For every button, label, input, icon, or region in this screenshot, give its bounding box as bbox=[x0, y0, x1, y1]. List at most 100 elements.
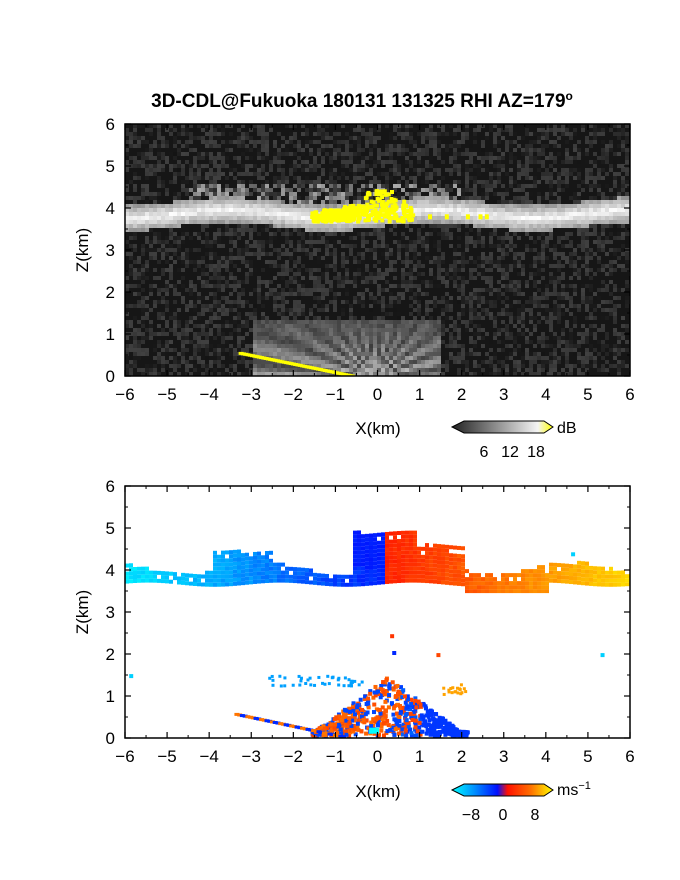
reflectivity-pixel bbox=[293, 228, 297, 232]
reflectivity-pixel bbox=[517, 348, 521, 352]
reflectivity-pixel bbox=[361, 240, 365, 244]
reflectivity-pixel bbox=[253, 244, 257, 248]
reflectivity-pixel bbox=[157, 332, 161, 336]
reflectivity-pixel bbox=[157, 356, 161, 360]
reflectivity-pixel bbox=[385, 268, 389, 272]
reflectivity-pixel bbox=[545, 296, 549, 300]
reflectivity-pixel bbox=[285, 224, 289, 228]
reflectivity-pixel bbox=[165, 216, 169, 220]
reflectivity-pixel bbox=[373, 332, 377, 336]
reflectivity-pixel bbox=[193, 192, 197, 196]
reflectivity-pixel bbox=[521, 360, 525, 364]
reflectivity-pixel bbox=[221, 196, 225, 200]
reflectivity-pixel bbox=[557, 176, 561, 180]
reflectivity-pixel bbox=[497, 180, 501, 184]
reflectivity-pixel bbox=[197, 300, 201, 304]
reflectivity-pixel bbox=[485, 308, 489, 312]
reflectivity-pixel bbox=[473, 200, 477, 204]
reflectivity-pixel bbox=[353, 220, 357, 224]
reflectivity-pixel bbox=[261, 352, 265, 356]
reflectivity-pixel bbox=[221, 244, 225, 248]
reflectivity-pixel bbox=[281, 268, 285, 272]
reflectivity-pixel bbox=[493, 184, 497, 188]
reflectivity-pixel bbox=[441, 200, 445, 204]
reflectivity-pixel bbox=[341, 252, 345, 256]
reflectivity-pixel bbox=[597, 352, 601, 356]
reflectivity-pixel bbox=[477, 240, 481, 244]
reflectivity-pixel bbox=[405, 372, 409, 376]
reflectivity-pixel bbox=[437, 240, 441, 244]
reflectivity-pixel bbox=[413, 192, 417, 196]
reflectivity-pixel bbox=[205, 236, 209, 240]
reflectivity-pixel bbox=[149, 264, 153, 268]
reflectivity-pixel bbox=[417, 208, 421, 212]
reflectivity-pixel bbox=[321, 160, 325, 164]
reflectivity-pixel bbox=[377, 272, 381, 276]
reflectivity-pixel bbox=[253, 224, 257, 228]
reflectivity-pixel bbox=[573, 172, 577, 176]
reflectivity-pixel bbox=[321, 244, 325, 248]
reflectivity-pixel bbox=[309, 252, 313, 256]
reflectivity-pixel bbox=[353, 368, 357, 372]
reflectivity-pixel bbox=[149, 272, 153, 276]
reflectivity-pixel bbox=[217, 360, 221, 364]
reflectivity-pixel bbox=[209, 144, 213, 148]
reflectivity-pixel bbox=[205, 276, 209, 280]
reflectivity-pixel bbox=[261, 316, 265, 320]
reflectivity-pixel bbox=[497, 268, 501, 272]
reflectivity-pixel bbox=[285, 292, 289, 296]
reflectivity-pixel bbox=[593, 164, 597, 168]
reflectivity-pixel bbox=[209, 212, 213, 216]
reflectivity-pixel bbox=[185, 220, 189, 224]
reflectivity-pixel bbox=[197, 312, 201, 316]
reflectivity-pixel bbox=[425, 340, 429, 344]
reflectivity-pixel bbox=[593, 212, 597, 216]
reflectivity-pixel bbox=[173, 324, 177, 328]
reflectivity-pixel bbox=[413, 144, 417, 148]
reflectivity-pixel bbox=[161, 140, 165, 144]
reflectivity-pixel bbox=[473, 224, 477, 228]
reflectivity-pixel bbox=[573, 316, 577, 320]
reflectivity-pixel bbox=[549, 164, 553, 168]
reflectivity-pixel bbox=[541, 176, 545, 180]
reflectivity-pixel bbox=[293, 164, 297, 168]
reflectivity-pixel bbox=[533, 220, 537, 224]
reflectivity-pixel bbox=[193, 136, 197, 140]
reflectivity-pixel bbox=[249, 252, 253, 256]
reflectivity-pixel bbox=[525, 284, 529, 288]
reflectivity-pixel bbox=[237, 180, 241, 184]
reflectivity-pixel bbox=[277, 204, 281, 208]
reflectivity-pixel bbox=[205, 284, 209, 288]
reflectivity-pixel bbox=[537, 292, 541, 296]
reflectivity-pixel bbox=[169, 212, 173, 216]
reflectivity-pixel bbox=[561, 204, 565, 208]
reflectivity-pixel bbox=[537, 196, 541, 200]
reflectivity-pixel bbox=[473, 204, 477, 208]
reflectivity-pixel bbox=[193, 348, 197, 352]
reflectivity-pixel bbox=[273, 356, 277, 360]
reflectivity-pixel bbox=[145, 332, 149, 336]
reflectivity-pixel bbox=[149, 288, 153, 292]
reflectivity-pixel bbox=[305, 168, 309, 172]
reflectivity-pixel bbox=[485, 168, 489, 172]
reflectivity-pixel bbox=[581, 152, 585, 156]
reflectivity-pixel bbox=[205, 252, 209, 256]
reflectivity-pixel bbox=[573, 212, 577, 216]
reflectivity-pixel bbox=[333, 344, 337, 348]
reflectivity-pixel bbox=[393, 128, 397, 132]
reflectivity-pixel bbox=[401, 132, 405, 136]
reflectivity-pixel bbox=[597, 240, 601, 244]
reflectivity-pixel bbox=[129, 196, 133, 200]
reflectivity-pixel bbox=[369, 308, 373, 312]
reflectivity-pixel bbox=[377, 352, 381, 356]
reflectivity-pixel bbox=[449, 220, 453, 224]
reflectivity-pixel bbox=[429, 324, 433, 328]
reflectivity-pixel bbox=[313, 276, 317, 280]
reflectivity-pixel bbox=[425, 200, 429, 204]
reflectivity-pixel bbox=[157, 180, 161, 184]
reflectivity-pixel bbox=[205, 208, 209, 212]
reflectivity-pixel bbox=[461, 136, 465, 140]
reflectivity-pixel bbox=[365, 144, 369, 148]
reflectivity-pixel bbox=[429, 224, 433, 228]
reflectivity-pixel bbox=[541, 336, 545, 340]
